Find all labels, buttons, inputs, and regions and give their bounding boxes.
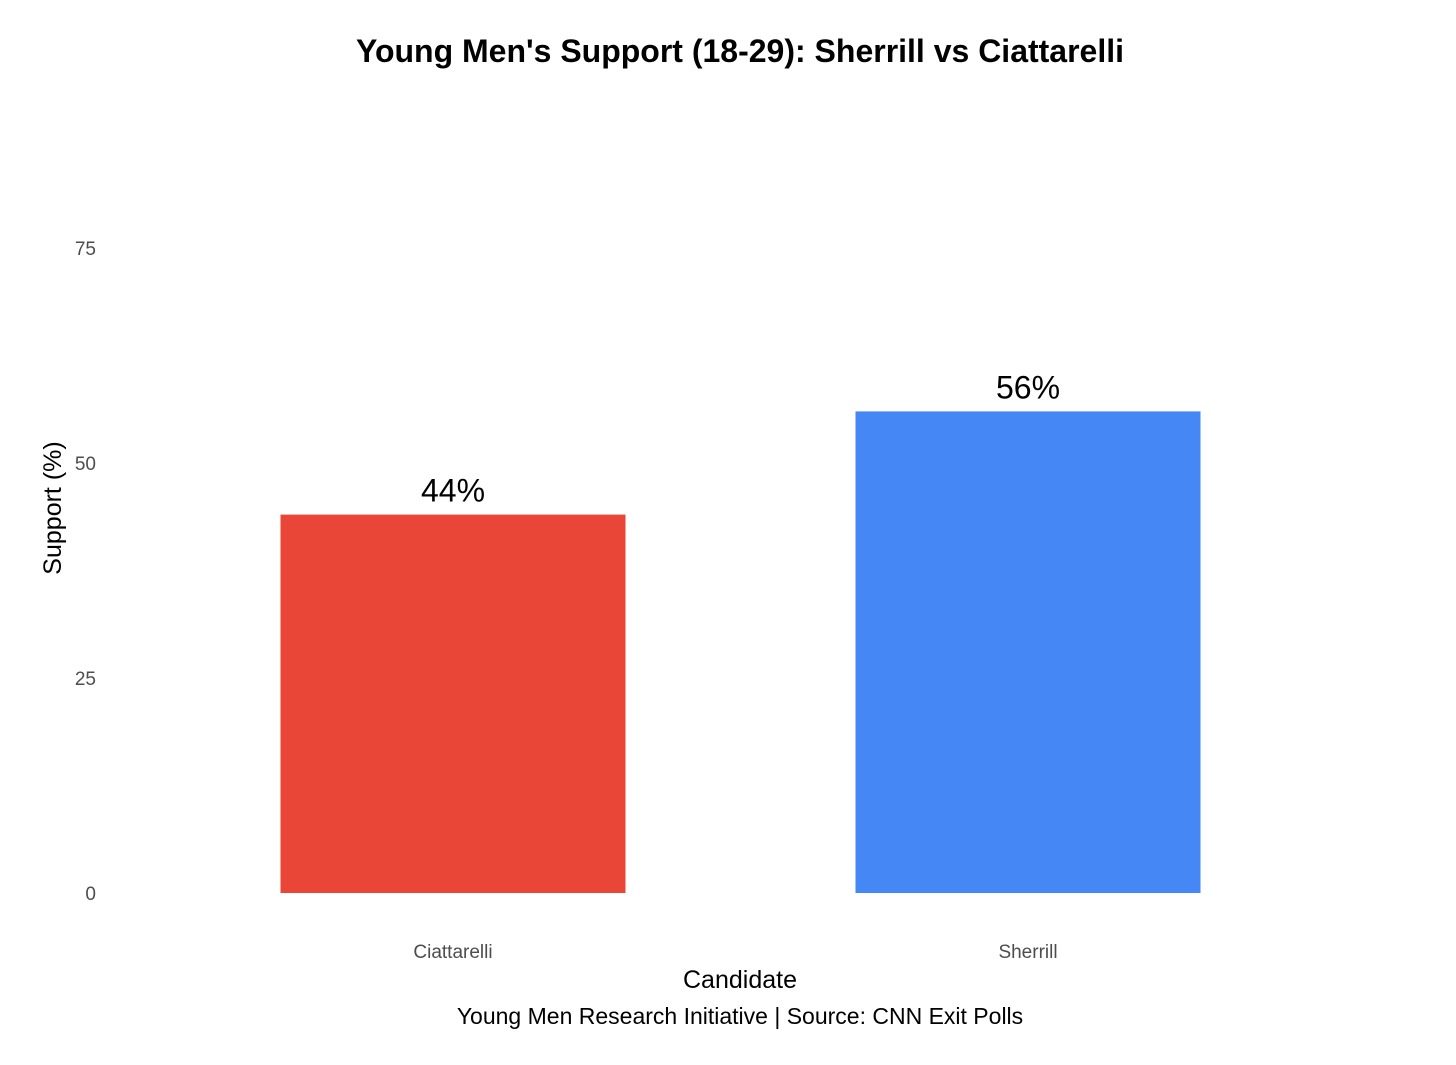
y-tick-label: 75 xyxy=(75,239,96,260)
y-tick-label: 0 xyxy=(85,884,96,905)
y-axis-ticks: 0 25 50 75 xyxy=(75,239,96,905)
data-label-ciattarelli: 44% xyxy=(421,473,485,509)
y-axis-title: Support (%) xyxy=(39,441,67,574)
chart-title: Young Men's Support (18-29): Sherrill vs… xyxy=(356,33,1124,69)
bar-sherrill xyxy=(855,411,1201,893)
bars xyxy=(280,411,1201,893)
chart-caption: Young Men Research Initiative | Source: … xyxy=(457,1003,1023,1029)
data-label-sherrill: 56% xyxy=(996,369,1060,405)
y-tick-label: 25 xyxy=(75,669,96,690)
x-axis-ticks: Ciattarelli Sherrill xyxy=(413,942,1057,963)
x-axis-title: Candidate xyxy=(683,966,797,994)
y-tick-label: 50 xyxy=(75,454,96,475)
bar-ciattarelli xyxy=(280,514,626,893)
data-labels: 44% 56% xyxy=(421,369,1060,508)
x-tick-label-ciattarelli: Ciattarelli xyxy=(413,942,492,963)
x-tick-label-sherrill: Sherrill xyxy=(998,942,1057,963)
